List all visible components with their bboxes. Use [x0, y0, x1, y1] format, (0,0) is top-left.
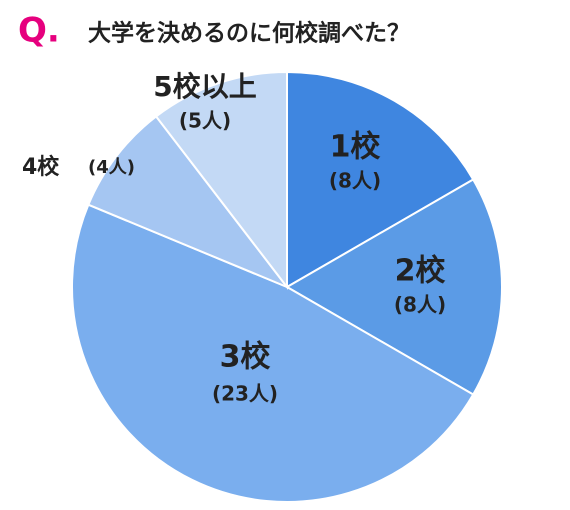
value-label: (8人) [394, 293, 446, 317]
value-label: (5人) [179, 109, 231, 133]
pie-slice [286, 70, 475, 289]
slice-label: 3校 [220, 340, 271, 375]
slice-label: 4校 [22, 154, 60, 180]
slice-label: 1校 [330, 130, 381, 165]
value-label: (4人) [88, 157, 135, 178]
slice-label: 5校以上 [153, 70, 256, 103]
pie-slice [87, 115, 291, 290]
slice-label: 2校 [395, 254, 446, 289]
chart-title: 大学を決めるのに何校調べた？ [88, 20, 410, 47]
value-label: (23人) [212, 382, 278, 406]
pie-slice [285, 178, 503, 396]
value-label: (8人) [329, 169, 381, 193]
pie-slice [154, 70, 288, 290]
title-prefix: Q. [18, 11, 60, 51]
pie-slice [71, 203, 475, 503]
